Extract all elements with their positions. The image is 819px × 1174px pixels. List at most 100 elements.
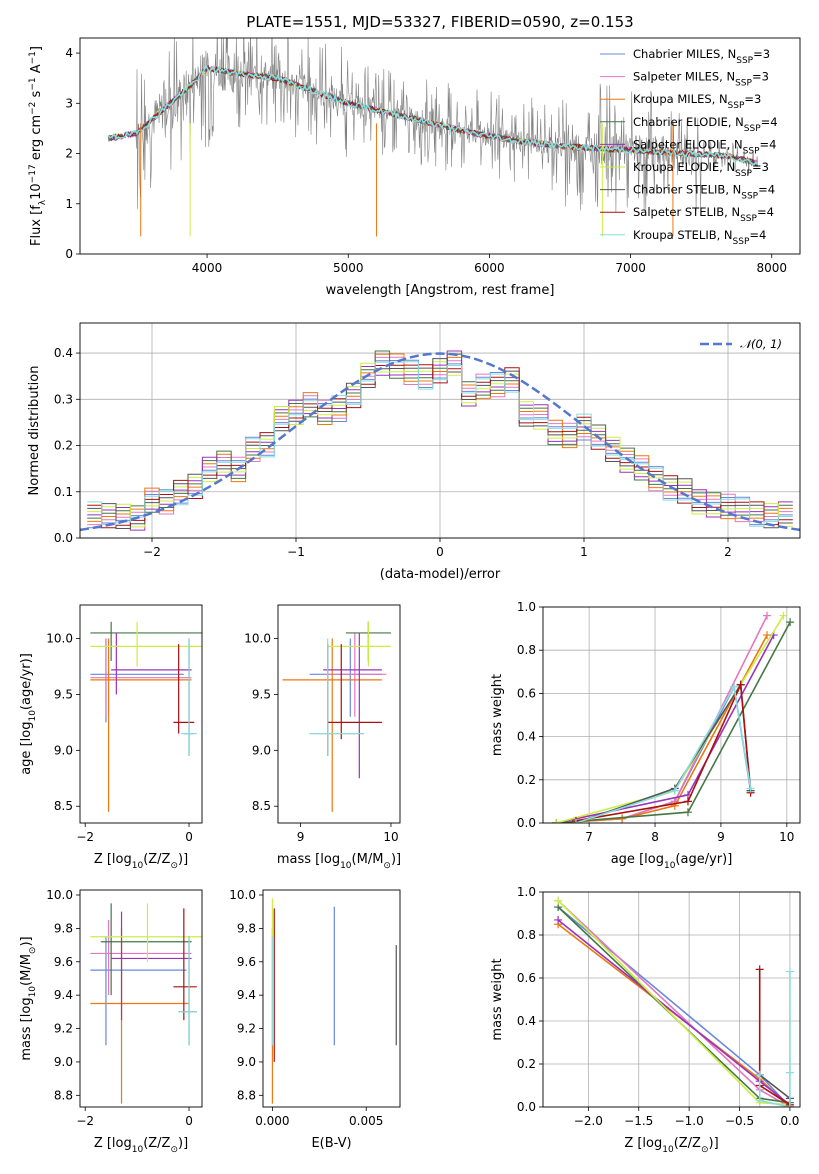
series-marker [755, 965, 764, 974]
histogram-step [87, 361, 793, 527]
x-tick-label: −1.5 [624, 1114, 653, 1128]
y-tick-label: 0.3 [54, 392, 73, 406]
axes-frame [262, 889, 401, 1108]
y-tick-label: 9.5 [252, 687, 271, 701]
legend-label: Salpeter ELODIE, NSSP=4 [633, 137, 776, 156]
y-tick-label: 0.6 [517, 686, 536, 700]
y-tick-label: 9.5 [54, 687, 73, 701]
y-tick-label: 9.2 [237, 1022, 256, 1036]
y-axis-label: mass weight [490, 674, 505, 756]
y-tick-label: 0.1 [54, 485, 73, 499]
y-tick-label: 4 [65, 46, 73, 60]
x-tick-label: 8 [651, 830, 659, 844]
spectrum-axes: 4000 5000 6000 7000 8000 0 1 2 3 4 wavelength [Ang… [28, 37, 801, 298]
axes-frame [542, 891, 801, 1108]
age-vs-mass-axes: 9 10 8.5 9.0 9.5 10.0 mass [log10(M/M⊙)] [244, 604, 401, 871]
y-tick-label: 0.4 [54, 346, 73, 360]
y-tick-label: 10.0 [46, 888, 73, 902]
series-marker [571, 819, 580, 823]
x-axis-label: age [log10(age/yr)] [611, 852, 733, 871]
legend: 𝒩(0, 1) [700, 337, 782, 351]
y-tick-label: 0.2 [517, 773, 536, 787]
series-marker [683, 808, 692, 817]
y-tick-label: 0.0 [54, 531, 73, 545]
massweight-vs-age-plot [552, 611, 795, 823]
series-line [575, 681, 752, 822]
residuals-axes: −2 −1 0 1 2 0.0 0.1 0.2 0.3 0.4 (data-model)/error… [27, 322, 801, 582]
y-tick-label: 0.8 [517, 643, 536, 657]
legend: Chabrier MILES, NSSP=3 Salpeter MILES, NS… [600, 47, 778, 247]
x-tick-label: −2 [76, 830, 94, 844]
legend-label: Kroupa STELIB, NSSP=4 [633, 228, 766, 247]
legend-label: 𝒩(0, 1) [740, 337, 782, 351]
x-tick-label: −2.0 [574, 1114, 603, 1128]
x-tick-label: 9 [717, 830, 725, 844]
histogram-step [87, 359, 793, 529]
series-line [758, 971, 791, 1107]
series-marker [755, 1070, 764, 1079]
age-vs-mass-plot [282, 621, 391, 812]
y-tick-label: 8.5 [252, 799, 271, 813]
y-tick-label: 9.8 [54, 921, 73, 935]
series-line [575, 684, 752, 823]
y-tick-label: 0.0 [517, 816, 536, 830]
mass-vs-EBV-axes: 0.000 0.005 8.8 9.0 9.2 9.4 9.6 9.8 10.0 E(B-V) [229, 888, 401, 1151]
mass-vs-EBV-plot [271, 898, 397, 1104]
y-tick-label: 9.0 [237, 1055, 256, 1069]
y-tick-label: 1.0 [517, 600, 536, 614]
y-tick-label: 0.4 [517, 730, 536, 744]
x-tick-label: 7000 [615, 261, 646, 275]
series-marker [763, 611, 772, 620]
y-tick-label: 0.4 [517, 1014, 536, 1028]
x-tick-label: 0 [436, 545, 444, 559]
y-tick-label: 0 [65, 247, 73, 261]
y-tick-label: 2 [65, 147, 73, 161]
y-axis-label: Flux [fλ10−17 erg cm−2 s−1 A−1] [28, 46, 48, 246]
massweight-vs-Z-axes: −2.0 −1.5 −1.0 −0.5 0.0 0.0 0.2 0.4 0.6 0.8 1.0 Z [… [490, 885, 801, 1155]
x-tick-label: −1 [287, 545, 305, 559]
x-tick-label: 9 [297, 830, 305, 844]
y-tick-label: 9.2 [54, 1022, 73, 1036]
y-tick-label: 10.0 [229, 888, 256, 902]
x-tick-label: 6000 [474, 261, 505, 275]
y-tick-label: 1.0 [517, 885, 536, 899]
model-line [108, 65, 758, 166]
legend-label: Chabrier ELODIE, NSSP=4 [633, 115, 778, 134]
massweight-vs-age-axes: 7 8 9 10 0.0 0.2 0.4 0.6 0.8 1.0 age [log10(age/yr… [490, 600, 801, 871]
figure-title: PLATE=1551, MJD=53327, FIBERID=0590, z=0… [246, 13, 633, 31]
legend-label: Salpeter MILES, NSSP=3 [633, 70, 769, 89]
series-marker [552, 819, 561, 823]
x-axis-label: E(B-V) [311, 1136, 351, 1151]
axes-frame [79, 604, 203, 824]
histogram-step [87, 364, 793, 529]
series-line [556, 615, 768, 823]
series-marker [785, 1103, 794, 1107]
age-vs-Z-plot [90, 621, 202, 812]
series-marker [618, 814, 627, 823]
age-vs-Z-axes: −2 0 8.5 9.0 9.5 10.0 Z [log10(Z/Z⊙)] age [log1… [19, 604, 203, 871]
x-axis-label: Z [log10(Z/Z⊙)] [94, 852, 188, 871]
histogram-step [87, 358, 793, 529]
series-marker [554, 896, 563, 905]
residuals-plot [80, 350, 800, 532]
x-tick-label: 0.000 [255, 1114, 289, 1128]
x-tick-label: −2 [143, 545, 161, 559]
y-tick-label: 8.8 [54, 1088, 73, 1102]
massweight-vs-Z-plot [554, 896, 794, 1107]
x-tick-label: 0.005 [349, 1114, 383, 1128]
y-tick-label: 10.0 [46, 632, 73, 646]
data-spectrum-line [107, 38, 758, 213]
y-tick-label: 8.8 [237, 1088, 256, 1102]
y-tick-label: 0.8 [517, 928, 536, 942]
y-tick-label: 8.5 [54, 799, 73, 813]
x-tick-label: −2 [76, 1114, 94, 1128]
series-marker [779, 611, 788, 620]
x-tick-label: 8000 [756, 261, 787, 275]
y-tick-label: 9.6 [237, 955, 256, 969]
series-line [557, 919, 791, 1106]
x-tick-label: 1 [580, 545, 588, 559]
x-axis-label: mass [log10(M/M⊙)] [277, 852, 401, 871]
axes-frame [79, 889, 203, 1108]
axes-frame [79, 37, 801, 255]
model-line [107, 65, 758, 167]
